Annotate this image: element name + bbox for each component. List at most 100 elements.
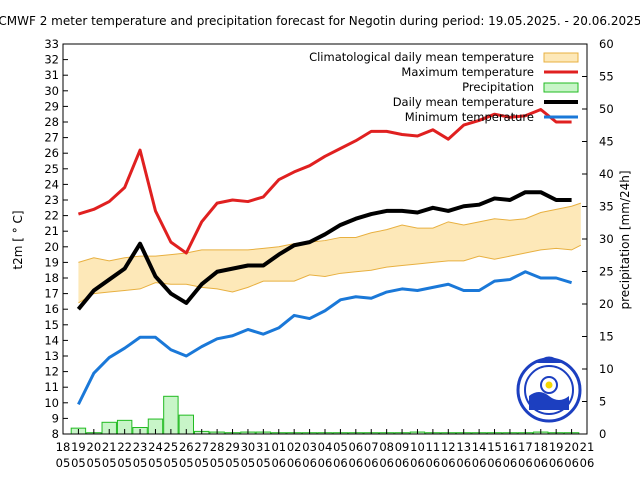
y-tick-label: 10 [44, 396, 59, 410]
logo-cloud [537, 356, 561, 363]
legend-label: Minimum temperature [405, 110, 534, 124]
x-tick-label-month: 06 [410, 456, 425, 470]
y2-tick-label: 25 [599, 265, 614, 279]
x-tick-label-day: 09 [395, 440, 410, 454]
x-tick-label-day: 27 [194, 440, 209, 454]
y-tick-label: 12 [44, 365, 59, 379]
y-tick-label: 15 [44, 318, 59, 332]
y-tick-label: 27 [44, 131, 59, 145]
y2-tick-label: 45 [599, 135, 614, 149]
y-tick-label: 21 [44, 224, 59, 238]
y-axis-label: t2m [ ° C] [11, 210, 25, 269]
y2-tick-label: 10 [599, 362, 614, 376]
y2-axis-label: precipitation [mm/24h] [618, 170, 632, 309]
y-tick-label: 24 [44, 177, 59, 191]
x-tick-label-month: 05 [133, 456, 148, 470]
y-tick-label: 13 [44, 349, 59, 363]
y-tick-label: 28 [44, 115, 59, 129]
y2-tick-label: 20 [599, 297, 614, 311]
x-tick-label-month: 05 [179, 456, 194, 470]
logo-waves [529, 392, 569, 410]
x-tick-label-month: 06 [287, 456, 302, 470]
x-tick-label-month: 05 [87, 456, 102, 470]
x-tick-label-day: 17 [518, 440, 533, 454]
rhmz-serbia-logo [516, 356, 582, 423]
x-tick-label-day: 31 [256, 440, 271, 454]
y2-tick-label: 35 [599, 200, 614, 214]
y2-tick-label: 0 [599, 427, 606, 441]
x-tick-label-month: 05 [117, 456, 132, 470]
y-tick-label: 29 [44, 99, 59, 113]
climatology-band-upper [78, 202, 581, 263]
x-tick-label-month: 06 [426, 456, 441, 470]
y-tick-label: 33 [44, 37, 59, 51]
y2-tick-label: 60 [599, 37, 614, 51]
y2-tick-label: 55 [599, 70, 614, 84]
x-tick-label-month: 06 [472, 456, 487, 470]
x-tick-label-day: 24 [148, 440, 163, 454]
x-tick-label-day: 13 [456, 440, 471, 454]
minimum-temperature-line [77, 270, 573, 406]
y-tick-label: 9 [52, 411, 59, 425]
x-tick-label-day: 15 [487, 440, 502, 454]
y2-tick-label: 30 [599, 232, 614, 246]
x-tick-label-day: 06 [349, 440, 364, 454]
x-tick-label-day: 26 [179, 440, 194, 454]
x-tick-label-day: 25 [164, 440, 179, 454]
temperature-lines [76, 108, 573, 406]
y-tick-label: 19 [44, 255, 59, 269]
climatology-band-fill [78, 203, 581, 303]
y2-tick-label: 40 [599, 167, 614, 181]
legend-label: Precipitation [462, 80, 534, 94]
x-tick-label-month: 05 [210, 456, 225, 470]
x-tick-label-day: 19 [549, 440, 564, 454]
legend-label: Daily mean temperature [393, 95, 534, 109]
x-tick-label-day: 19 [71, 440, 86, 454]
x-tick-label-month: 05 [148, 456, 163, 470]
precipitation-bars [70, 395, 580, 435]
y-tick-label: 17 [44, 287, 59, 301]
x-tick-label-month: 05 [71, 456, 86, 470]
x-tick-label-day: 04 [318, 440, 333, 454]
x-tick-label-month: 06 [379, 456, 394, 470]
x-tick-label-month: 06 [549, 456, 564, 470]
x-tick-label-month: 06 [503, 456, 518, 470]
legend-swatch [543, 52, 579, 63]
axes: 8910111213141516171819202122232425262728… [44, 37, 613, 470]
x-tick-label-month: 06 [349, 456, 364, 470]
x-tick-label-month: 05 [102, 456, 117, 470]
x-tick-label-month: 06 [364, 456, 379, 470]
precipitation-bar [163, 395, 179, 435]
y-tick-label: 25 [44, 162, 59, 176]
x-tick-label-day: 02 [287, 440, 302, 454]
x-tick-label-month: 06 [271, 456, 286, 470]
x-tick-label-day: 01 [271, 440, 286, 454]
y-tick-label: 20 [44, 240, 59, 254]
climatology-band [78, 202, 582, 304]
chart-title: ECMWF 2 meter temperature and precipitat… [0, 14, 640, 28]
y-tick-label: 11 [44, 380, 59, 394]
x-tick-label-day: 23 [133, 440, 148, 454]
x-tick-label-month: 06 [580, 456, 595, 470]
legend-label: Climatological daily mean temperature [309, 50, 534, 64]
x-tick-label-day: 29 [225, 440, 240, 454]
x-tick-label-month: 06 [518, 456, 533, 470]
y-tick-label: 23 [44, 193, 59, 207]
y2-tick-label: 50 [599, 102, 614, 116]
x-tick-label-day: 21 [580, 440, 595, 454]
maximum-temperature-line [77, 108, 572, 255]
daily-mean-temperature-line [76, 190, 572, 311]
x-tick-label-month: 05 [56, 456, 71, 470]
x-tick-label-day: 03 [302, 440, 317, 454]
x-tick-label-day: 21 [102, 440, 117, 454]
x-tick-label-day: 08 [379, 440, 394, 454]
x-tick-label-day: 30 [241, 440, 256, 454]
y-tick-label: 8 [52, 427, 59, 441]
legend-swatch [543, 82, 579, 93]
y-tick-label: 26 [44, 146, 59, 160]
x-tick-label-day: 22 [117, 440, 132, 454]
y-tick-label: 32 [44, 53, 59, 67]
legend-label: Maximum temperature [401, 65, 534, 79]
x-tick-label-day: 18 [56, 440, 71, 454]
y2-tick-label: 5 [599, 395, 606, 409]
